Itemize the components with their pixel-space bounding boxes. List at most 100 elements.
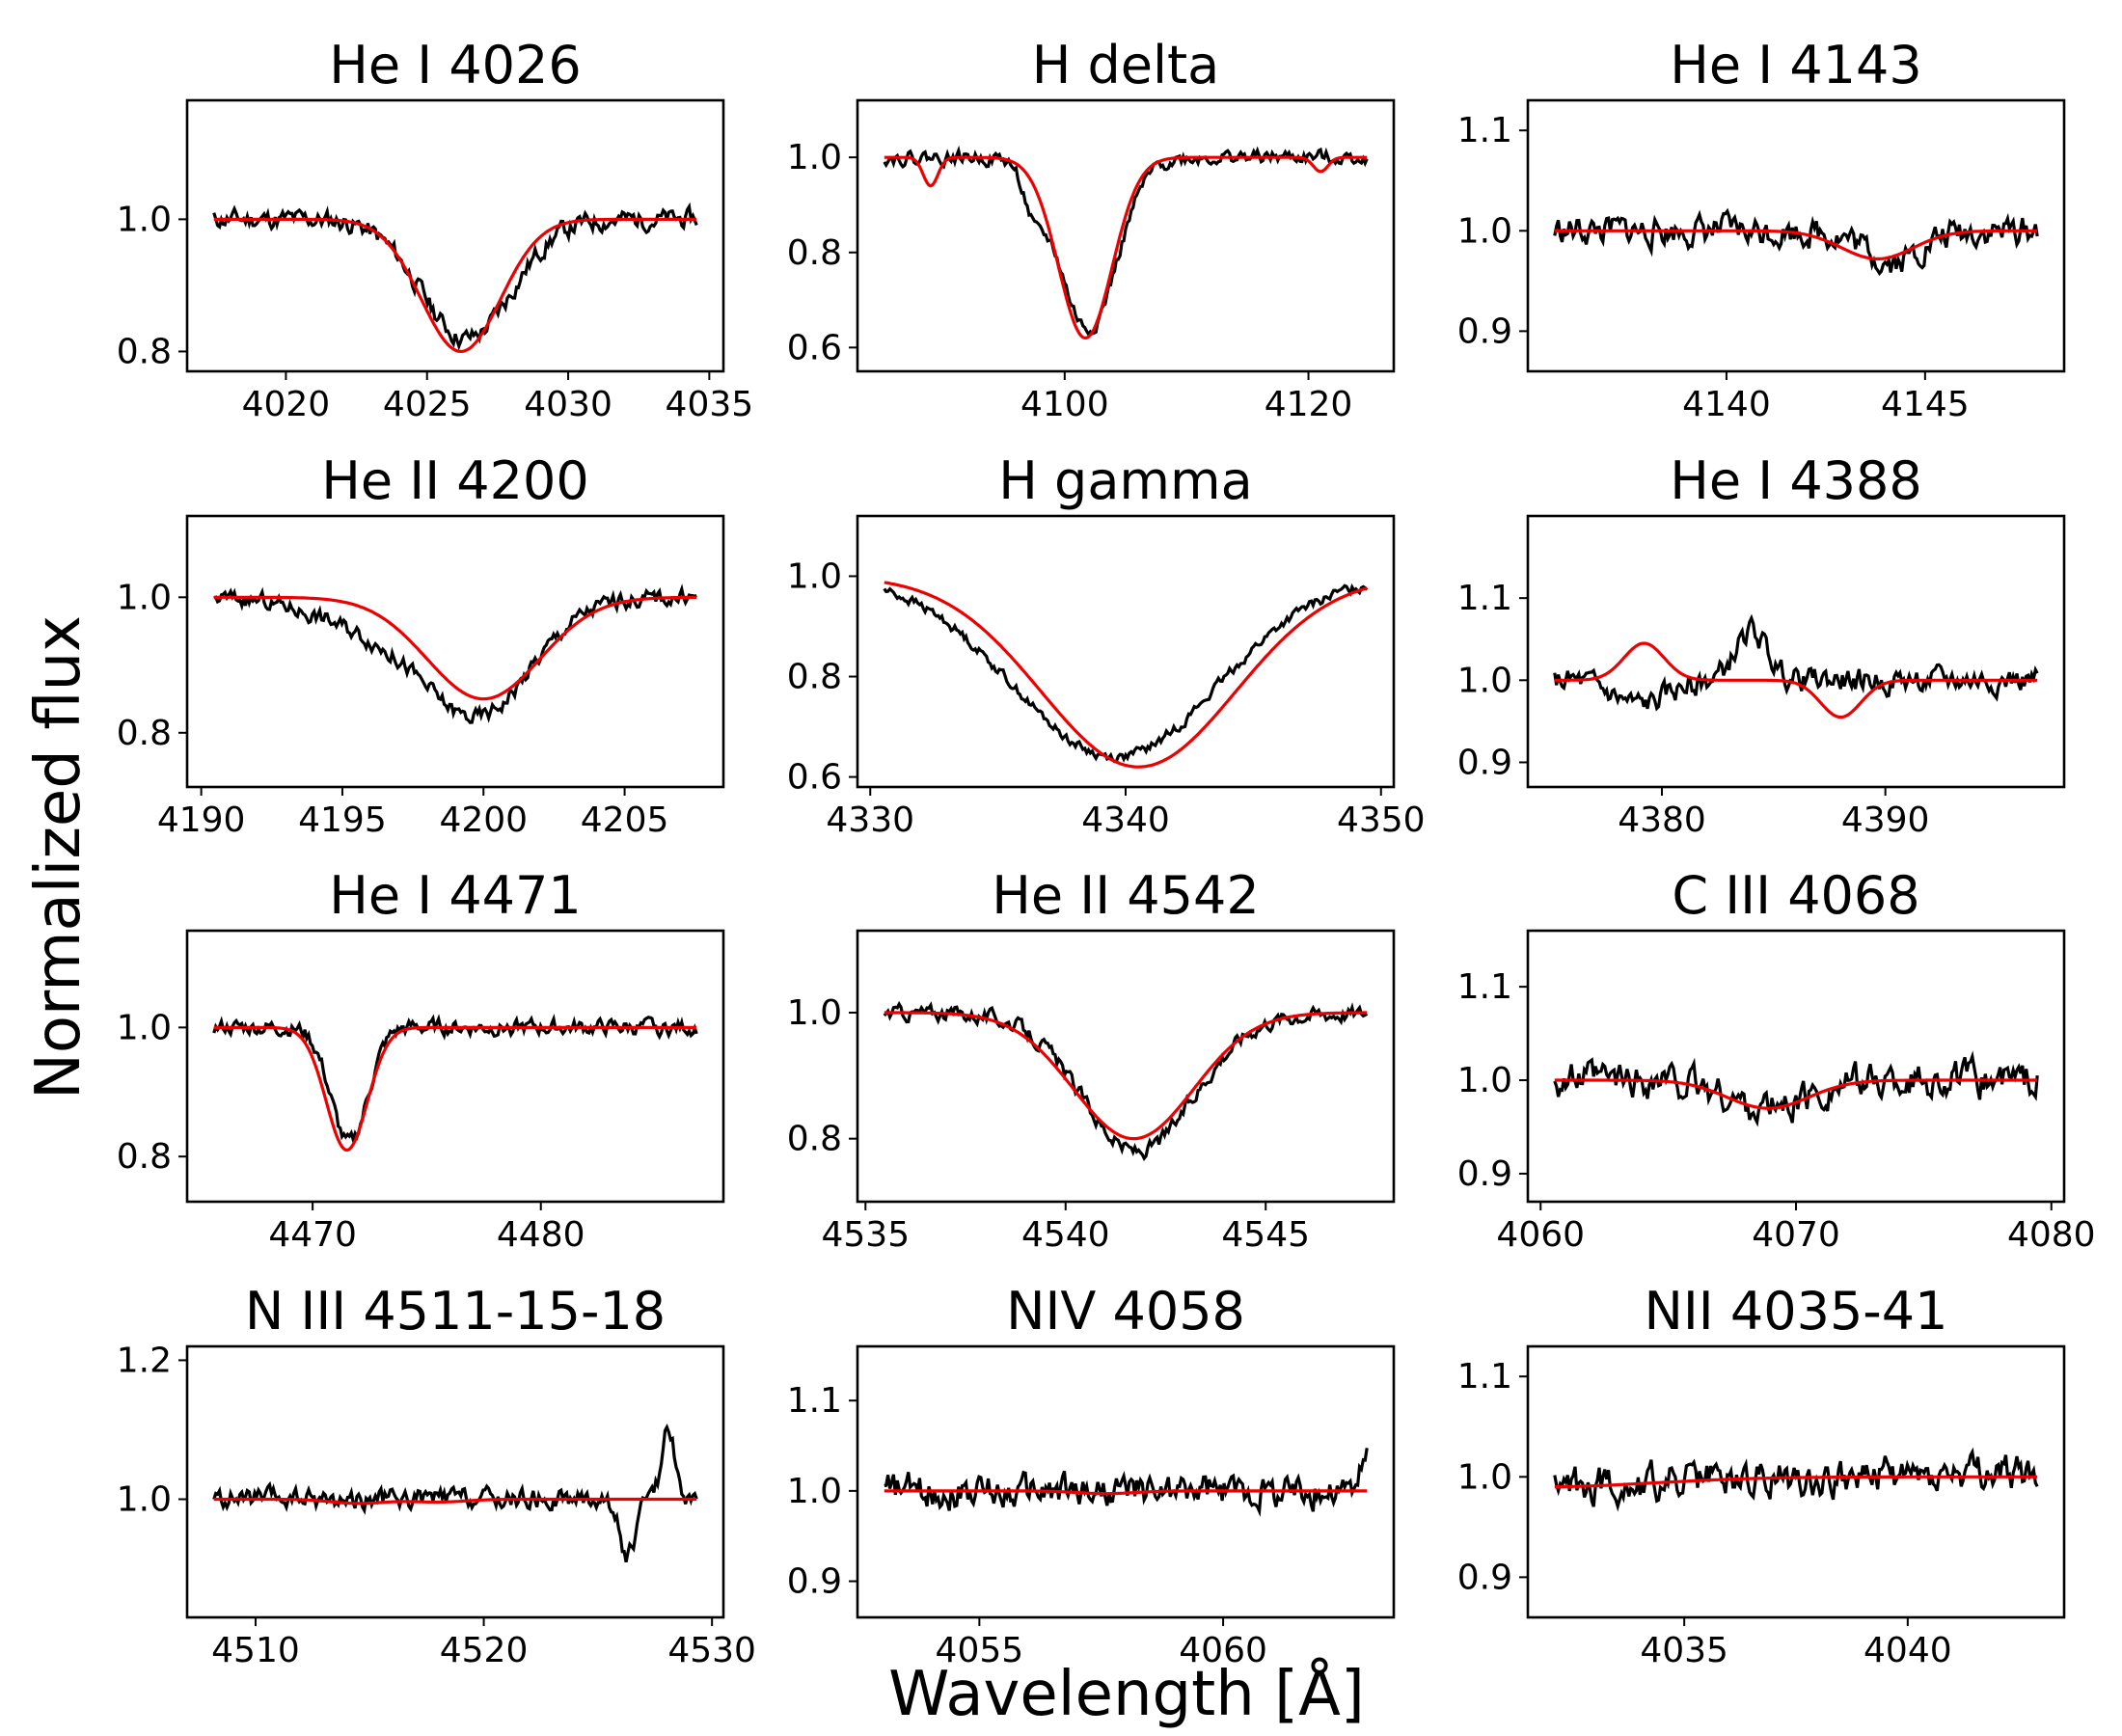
panel: He II 4200 4190 4195 4200 4205 0.8 1.0 bbox=[117, 450, 725, 840]
x-tick-label: 4390 bbox=[1841, 800, 1930, 840]
model-spectrum-line bbox=[884, 1011, 1368, 1141]
panel: He I 4143 4140 4145 0.9 1.0 1.1 bbox=[1457, 35, 2066, 424]
observed-spectrum-line bbox=[883, 583, 1369, 764]
x-tick-label: 4480 bbox=[497, 1215, 585, 1255]
x-tick-label: 4080 bbox=[2007, 1215, 2096, 1255]
y-axis-label: Normalized flux bbox=[23, 615, 95, 1099]
x-tick-label: 4520 bbox=[440, 1631, 529, 1670]
panel-title: NIV 4058 bbox=[1006, 1281, 1245, 1342]
x-tick-label: 4510 bbox=[211, 1631, 300, 1670]
observed-spectrum-line bbox=[1553, 1050, 2039, 1127]
y-tick-label: 1.0 bbox=[117, 578, 172, 617]
x-tick-label: 4545 bbox=[1221, 1215, 1310, 1255]
x-tick-label: 4060 bbox=[1179, 1631, 1267, 1670]
y-tick-label: 0.8 bbox=[787, 233, 842, 273]
panel-frame bbox=[856, 98, 1396, 373]
x-tick-label: 4145 bbox=[1881, 385, 1970, 424]
panel-title: He I 4026 bbox=[329, 35, 582, 95]
panel-frame bbox=[185, 1344, 725, 1619]
y-tick-label: 1.0 bbox=[1457, 661, 1512, 700]
panel: NIV 4058 4055 4060 0.9 1.0 1.1 bbox=[787, 1281, 1396, 1670]
panel: NII 4035-41 4035 4040 0.9 1.0 1.1 bbox=[1457, 1281, 2066, 1670]
model-spectrum-line bbox=[1554, 641, 2038, 719]
observed-spectrum-line bbox=[883, 145, 1369, 338]
model-spectrum-line bbox=[213, 1025, 697, 1153]
model-spectrum-line bbox=[884, 581, 1368, 769]
model-spectrum-line bbox=[1554, 1078, 2038, 1110]
x-tick-label: 4025 bbox=[383, 385, 472, 424]
y-tick-label: 0.8 bbox=[117, 1137, 172, 1177]
y-tick-label: 1.0 bbox=[787, 138, 842, 177]
panel-title: NII 4035-41 bbox=[1644, 1281, 1947, 1342]
model-spectrum-line bbox=[1554, 229, 2038, 260]
panel: N III 4511-15-18 4510 4520 4530 1.0 1.2 bbox=[117, 1281, 756, 1670]
x-tick-label: 4205 bbox=[581, 800, 669, 840]
y-tick-label: 1.0 bbox=[1457, 211, 1512, 251]
y-tick-label: 0.9 bbox=[1457, 1558, 1512, 1597]
x-tick-label: 4100 bbox=[1020, 385, 1109, 424]
x-tick-label: 4020 bbox=[242, 385, 331, 424]
x-tick-label: 4030 bbox=[524, 385, 612, 424]
model-spectrum-line bbox=[884, 155, 1368, 340]
y-tick-label: 0.9 bbox=[1457, 1154, 1512, 1194]
y-tick-label: 1.0 bbox=[117, 1480, 172, 1520]
y-tick-label: 1.0 bbox=[787, 993, 842, 1033]
y-tick-label: 1.1 bbox=[1457, 111, 1512, 150]
panel-title: He II 4542 bbox=[992, 865, 1259, 926]
x-tick-label: 4470 bbox=[268, 1215, 357, 1255]
y-tick-label: 0.9 bbox=[1457, 312, 1512, 351]
observed-spectrum-line bbox=[213, 583, 697, 724]
model-spectrum-line bbox=[884, 1489, 1368, 1496]
panel-title: N III 4511-15-18 bbox=[245, 1281, 666, 1342]
y-tick-label: 1.0 bbox=[787, 1472, 842, 1511]
x-tick-label: 4140 bbox=[1682, 385, 1771, 424]
panel-frame bbox=[1526, 514, 2066, 789]
observed-spectrum-line bbox=[884, 1448, 1369, 1517]
observed-spectrum-line bbox=[1553, 613, 2039, 712]
y-tick-label: 0.8 bbox=[117, 332, 172, 371]
model-spectrum-line bbox=[213, 1497, 697, 1505]
y-tick-label: 1.0 bbox=[787, 556, 842, 596]
x-tick-label: 4350 bbox=[1337, 800, 1426, 840]
x-tick-label: 4055 bbox=[936, 1631, 1024, 1670]
observed-spectrum-line bbox=[1553, 1447, 2039, 1512]
y-tick-label: 0.9 bbox=[787, 1562, 842, 1602]
y-tick-label: 1.0 bbox=[117, 1008, 172, 1047]
model-spectrum-line bbox=[213, 217, 697, 354]
x-tick-label: 4035 bbox=[1640, 1631, 1728, 1670]
panel: He I 4388 4380 4390 0.9 1.0 1.1 bbox=[1457, 450, 2066, 840]
observed-spectrum-line bbox=[212, 1013, 698, 1145]
x-tick-label: 4530 bbox=[667, 1631, 756, 1670]
panel-title: H gamma bbox=[998, 450, 1252, 511]
panel: He I 4471 4470 4480 0.8 1.0 bbox=[117, 865, 725, 1255]
x-tick-label: 4070 bbox=[1752, 1215, 1840, 1255]
y-tick-label: 0.8 bbox=[117, 714, 172, 753]
panel: He I 4026 4020 4025 4030 4035 0.8 1.0 bbox=[117, 35, 753, 424]
panels-grid: He I 4026 4020 4025 4030 4035 0.8 1.0 H delta 41… bbox=[117, 35, 2096, 1670]
x-tick-label: 4330 bbox=[826, 800, 914, 840]
panel-frame bbox=[1526, 929, 2066, 1204]
y-tick-label: 0.9 bbox=[1457, 743, 1512, 782]
y-tick-label: 1.1 bbox=[1457, 579, 1512, 618]
panel-frame bbox=[856, 514, 1396, 789]
model-spectrum-line bbox=[213, 595, 697, 701]
panel: H delta 4100 4120 0.6 0.8 1.0 bbox=[787, 35, 1396, 424]
x-tick-label: 4035 bbox=[666, 385, 754, 424]
model-spectrum-line bbox=[1554, 1475, 2038, 1489]
x-tick-label: 4040 bbox=[1864, 1631, 1952, 1670]
panel-title: He I 4471 bbox=[329, 865, 582, 926]
panel: He II 4542 4535 4540 4545 0.8 1.0 bbox=[787, 865, 1396, 1255]
x-tick-label: 4540 bbox=[1021, 1215, 1110, 1255]
x-tick-label: 4120 bbox=[1265, 385, 1353, 424]
x-tick-label: 4340 bbox=[1081, 800, 1170, 840]
y-tick-label: 0.8 bbox=[787, 658, 842, 697]
x-tick-label: 4200 bbox=[439, 800, 528, 840]
y-tick-label: 1.2 bbox=[117, 1341, 172, 1380]
panel-frame bbox=[185, 514, 725, 789]
panel-title: C III 4068 bbox=[1672, 865, 1919, 926]
panel: H gamma 4330 4340 4350 0.6 0.8 1.0 bbox=[787, 450, 1426, 840]
y-tick-label: 1.0 bbox=[1457, 1061, 1512, 1100]
panel-frame bbox=[1526, 1344, 2066, 1619]
y-tick-label: 0.6 bbox=[787, 758, 842, 798]
